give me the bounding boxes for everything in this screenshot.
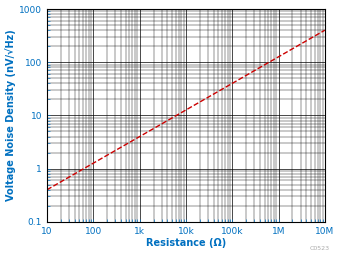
- Text: C0523: C0523: [310, 246, 330, 251]
- Y-axis label: Voltage Noise Density (nV/√Hz): Voltage Noise Density (nV/√Hz): [5, 29, 16, 201]
- X-axis label: Resistance (Ω): Resistance (Ω): [146, 239, 226, 248]
